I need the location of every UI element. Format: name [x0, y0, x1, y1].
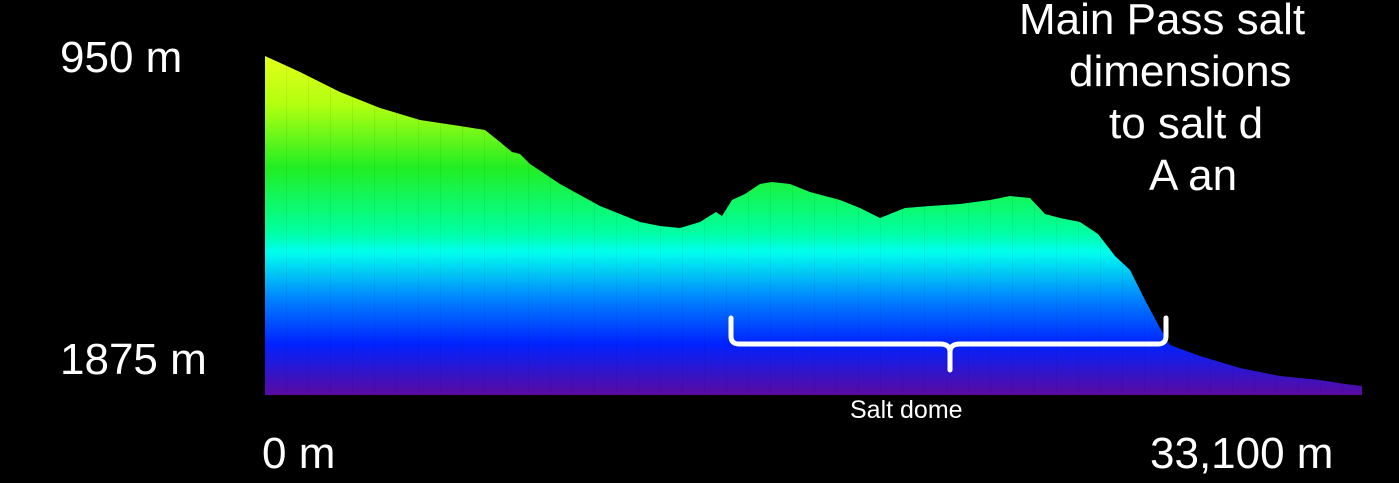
caption-line-4: A an [1149, 151, 1238, 200]
depth-top-label: 950 m [60, 33, 183, 82]
distance-start-label: 0 m [262, 429, 336, 478]
depth-bottom-label: 1875 m [60, 335, 207, 384]
caption-line-3: to salt d [1109, 99, 1264, 148]
caption-text: Main Pass salt dimensions to salt d A an [1019, 0, 1399, 202]
caption-line-2: dimensions [1069, 47, 1292, 96]
caption-line-1: Main Pass salt [1019, 0, 1306, 44]
profile-grid-texture [265, 56, 1362, 395]
salt-dome-bracket [728, 315, 1169, 373]
salt-dome-label: Salt dome [850, 396, 963, 424]
distance-end-label: 33,100 m [1150, 429, 1334, 478]
